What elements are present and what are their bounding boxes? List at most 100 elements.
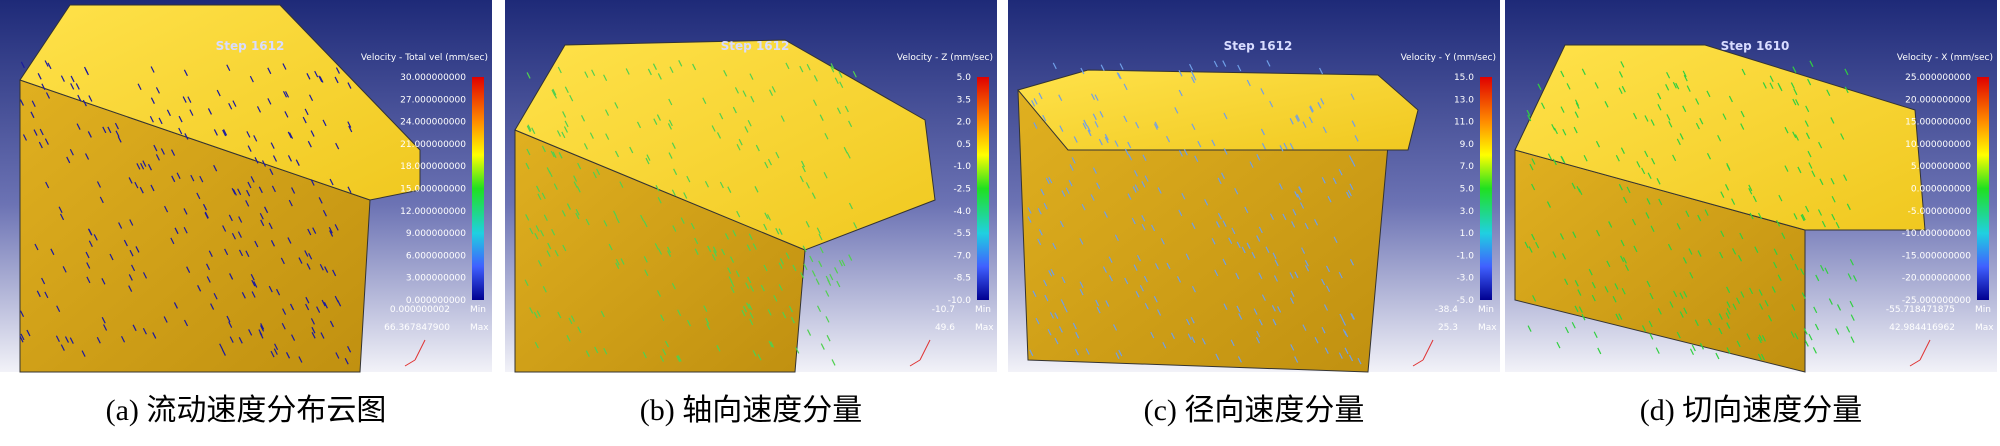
- velocity-arrow: [1035, 317, 1040, 325]
- velocity-arrow: [1085, 348, 1090, 355]
- panel: Step 1612 Velocity - Total vel (mm/sec) 30…: [0, 0, 492, 427]
- velocity-arrow: [1679, 292, 1684, 299]
- velocity-arrow: [1562, 128, 1567, 136]
- velocity-arrow: [298, 257, 303, 264]
- colorbar-tick-label: 7.0: [1460, 162, 1475, 172]
- velocity-arrow: [319, 76, 324, 83]
- velocity-arrow: [673, 168, 678, 176]
- velocity-arrow: [1683, 290, 1688, 298]
- velocity-arrow: [1282, 213, 1287, 221]
- velocity-arrow: [1269, 213, 1274, 220]
- velocity-arrow: [1314, 337, 1319, 344]
- velocity-arrow: [827, 279, 832, 286]
- velocity-arrow: [819, 246, 824, 254]
- min-label: Min: [1975, 305, 1991, 315]
- velocity-arrow: [671, 142, 676, 149]
- velocity-arrow: [537, 193, 542, 201]
- velocity-arrow: [1087, 129, 1092, 137]
- velocity-arrow: [261, 160, 267, 167]
- velocity-arrow: [1757, 212, 1763, 220]
- velocity-arrow: [1068, 179, 1073, 187]
- velocity-arrow: [287, 155, 292, 162]
- velocity-arrow: [672, 225, 677, 232]
- velocity-arrow: [1632, 112, 1638, 120]
- velocity-arrow: [1831, 213, 1836, 221]
- velocity-arrow: [702, 97, 707, 105]
- velocity-arrow: [213, 292, 218, 300]
- velocity-arrow: [1272, 318, 1277, 326]
- colorbar-tick-label: 5.0: [957, 73, 972, 83]
- colorbar-tick-label: 3.000000000: [406, 274, 466, 284]
- velocity-arrow: [531, 127, 536, 135]
- velocity-arrow: [1054, 312, 1059, 319]
- velocity-arrow: [1220, 172, 1226, 180]
- velocity-arrow: [1819, 178, 1824, 186]
- velocity-arrow: [136, 163, 141, 170]
- velocity-arrow: [1166, 262, 1171, 270]
- velocity-arrow: [667, 246, 672, 254]
- velocity-arrow: [1061, 190, 1066, 197]
- velocity-arrow: [1532, 295, 1537, 302]
- caption: (c) 径向速度分量: [1144, 394, 1365, 427]
- velocity-arrow: [128, 285, 133, 292]
- velocity-arrow: [801, 165, 806, 173]
- velocity-arrow: [1317, 102, 1322, 109]
- velocity-arrow: [260, 325, 265, 332]
- velocity-arrow: [711, 125, 716, 132]
- velocity-arrow: [245, 200, 250, 207]
- velocity-arrow: [1726, 163, 1731, 170]
- velocity-arrow: [140, 162, 145, 170]
- velocity-arrow: [1583, 154, 1588, 162]
- velocity-arrow: [306, 73, 311, 80]
- velocity-arrow: [1042, 114, 1047, 122]
- velocity-arrow: [812, 99, 818, 106]
- velocity-arrow: [1271, 305, 1276, 312]
- velocity-arrow: [656, 114, 661, 121]
- velocity-arrow: [316, 306, 321, 313]
- axis-triad: [909, 359, 921, 367]
- velocity-arrow: [1524, 241, 1529, 249]
- velocity-arrow: [1038, 92, 1043, 100]
- velocity-arrow: [226, 315, 231, 323]
- velocity-arrow: [749, 73, 754, 80]
- velocity-arrow: [1150, 331, 1155, 339]
- colorbar-tick-label: 11.0: [1454, 118, 1474, 128]
- velocity-arrow: [1801, 292, 1806, 299]
- velocity-arrow: [1758, 334, 1763, 342]
- velocity-arrow: [291, 334, 296, 341]
- velocity-arrow: [223, 129, 228, 136]
- velocity-arrow: [109, 253, 114, 261]
- velocity-arrow: [322, 119, 327, 127]
- velocity-arrow: [1666, 72, 1671, 79]
- velocity-arrow: [1552, 251, 1557, 258]
- velocity-arrow: [1704, 209, 1709, 216]
- velocity-arrow: [757, 354, 762, 361]
- velocity-arrow: [1296, 193, 1301, 201]
- velocity-arrow: [792, 264, 797, 272]
- velocity-arrow: [1279, 145, 1284, 152]
- model-top: [19, 4, 421, 201]
- colorbar-tick-label: 10.000000000: [1905, 140, 1971, 150]
- velocity-arrow: [730, 256, 735, 263]
- velocity-arrow: [250, 273, 255, 281]
- max-label: Max: [470, 323, 489, 333]
- step-label: Step 1612: [216, 39, 285, 53]
- velocity-arrow: [1685, 210, 1690, 218]
- velocity-arrow: [1531, 158, 1536, 165]
- velocity-arrow: [1682, 257, 1687, 264]
- colorbar-tick-label: 0.000000000: [406, 296, 466, 306]
- velocity-arrow: [1773, 248, 1778, 256]
- velocity-arrow: [1040, 188, 1045, 196]
- velocity-arrow: [755, 144, 760, 152]
- velocity-arrow: [1174, 107, 1179, 114]
- velocity-arrow: [802, 245, 807, 253]
- velocity-arrow: [213, 164, 218, 172]
- velocity-arrow: [120, 336, 126, 343]
- velocity-arrow: [1717, 134, 1722, 142]
- velocity-arrow: [1029, 349, 1034, 357]
- velocity-arrow: [270, 240, 275, 247]
- velocity-arrow: [1304, 222, 1309, 230]
- velocity-arrow: [1595, 140, 1601, 148]
- velocity-arrow: [704, 180, 709, 188]
- velocity-arrow: [1154, 263, 1160, 270]
